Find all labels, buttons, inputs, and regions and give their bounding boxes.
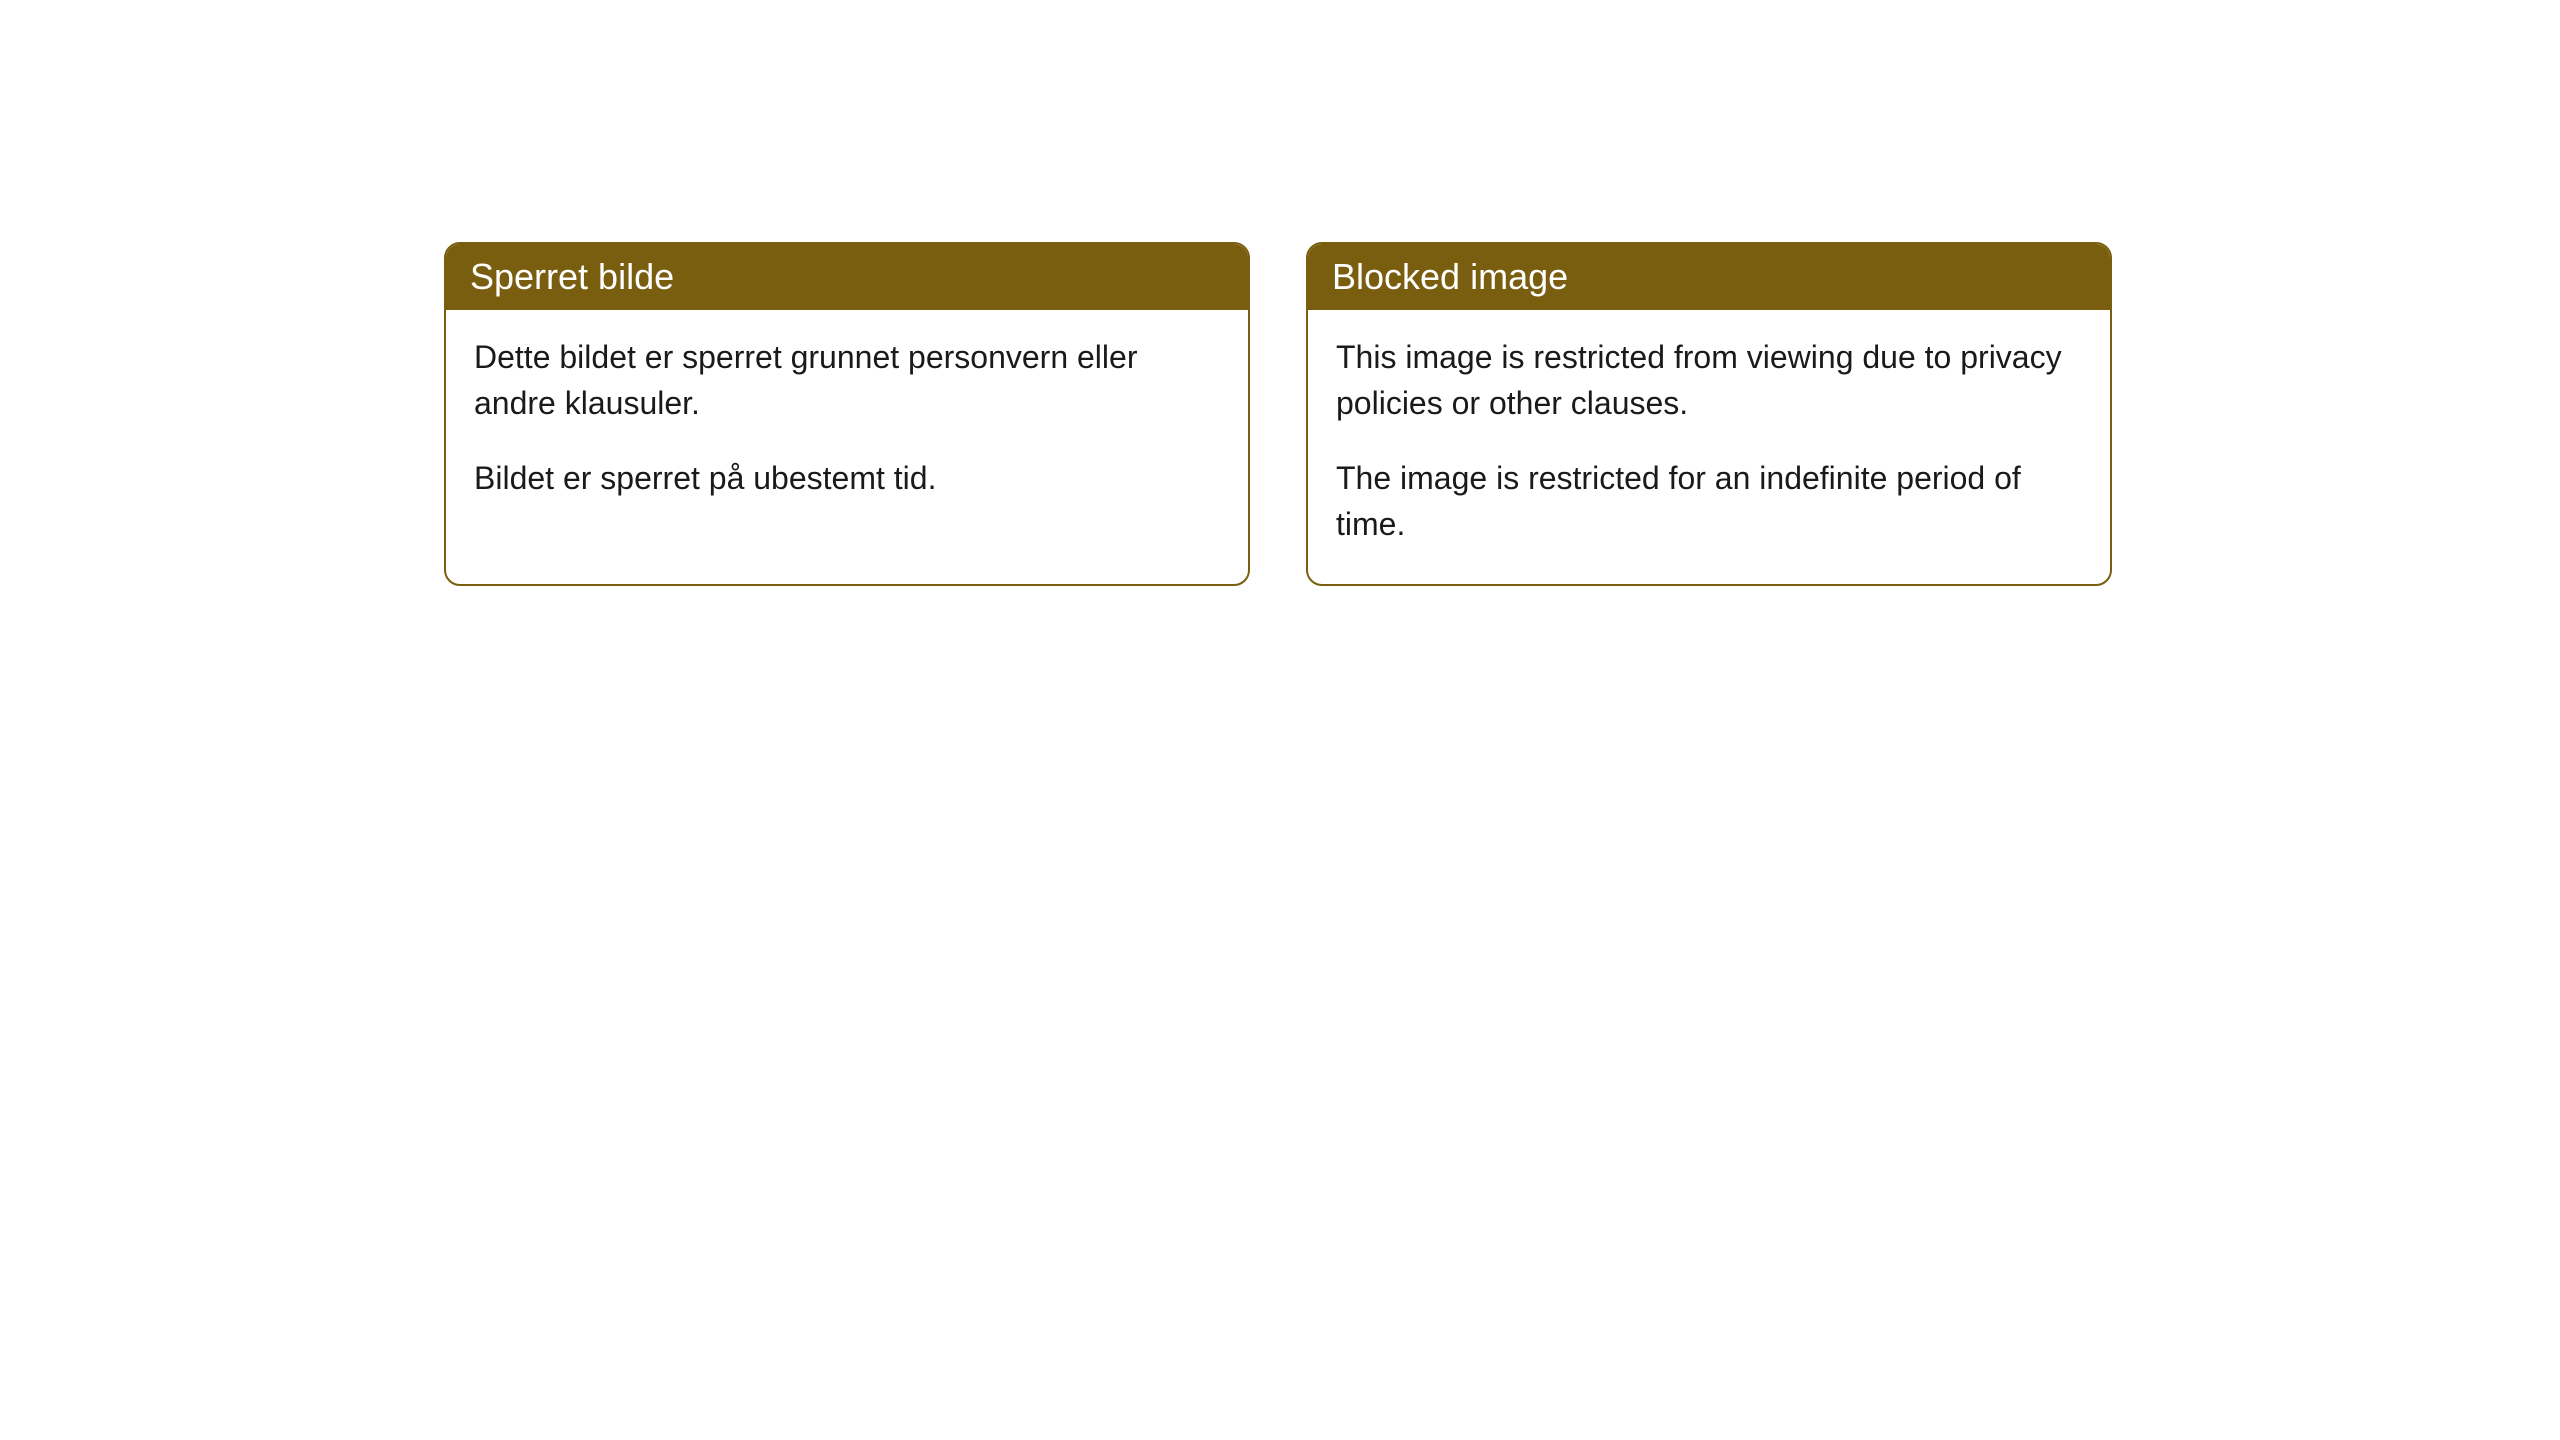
notice-card-english: Blocked image This image is restricted f… [1306, 242, 2112, 586]
card-body: Dette bildet er sperret grunnet personve… [446, 310, 1248, 537]
card-paragraph: The image is restricted for an indefinit… [1336, 455, 2082, 548]
card-paragraph: Dette bildet er sperret grunnet personve… [474, 334, 1220, 427]
card-body: This image is restricted from viewing du… [1308, 310, 2110, 584]
card-paragraph: Bildet er sperret på ubestemt tid. [474, 455, 1220, 501]
card-header: Blocked image [1308, 244, 2110, 310]
card-paragraph: This image is restricted from viewing du… [1336, 334, 2082, 427]
card-header: Sperret bilde [446, 244, 1248, 310]
notice-cards-container: Sperret bilde Dette bildet er sperret gr… [444, 242, 2112, 586]
notice-card-norwegian: Sperret bilde Dette bildet er sperret gr… [444, 242, 1250, 586]
